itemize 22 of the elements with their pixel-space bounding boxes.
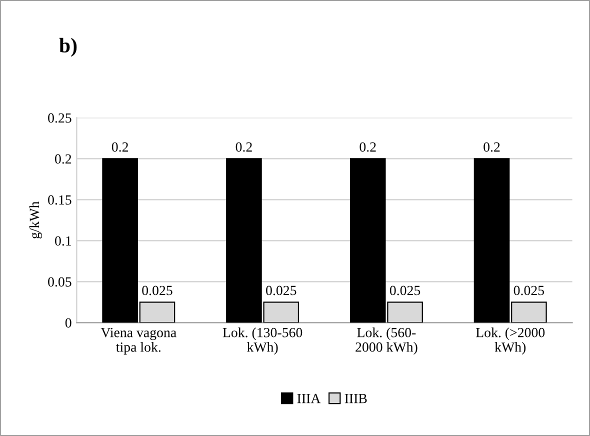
x-tick-label: Lok. (130-560 kWh) xyxy=(222,328,302,355)
x-tick-label: Viena vagona tipa lok. xyxy=(100,328,176,355)
legend-label: IIIA xyxy=(297,394,321,404)
data-label: 0.025 xyxy=(142,286,172,296)
data-label: 0.025 xyxy=(390,286,420,296)
data-label: 0.2 xyxy=(360,142,376,152)
data-label: 0.025 xyxy=(266,286,296,296)
y-tick-label: 0.1 xyxy=(55,236,72,246)
data-label: 0.025 xyxy=(514,286,544,296)
chart-title: b) xyxy=(59,38,77,57)
data-label: 0.2 xyxy=(484,142,500,152)
y-tick-label: 0.25 xyxy=(48,113,72,123)
data-label: 0.2 xyxy=(236,142,252,152)
x-tick-label: Lok. (560- 2000 kWh) xyxy=(356,328,418,355)
x-tick-label: Lok. (>2000 kWh) xyxy=(476,328,545,355)
y-tick-label: 0.2 xyxy=(55,154,72,164)
y-tick-label: 0.05 xyxy=(48,277,72,287)
y-tick-label: 0 xyxy=(65,318,72,328)
legend-label: IIIB xyxy=(344,394,367,404)
data-label: 0.2 xyxy=(112,142,128,152)
y-axis-title: g/kWh xyxy=(29,201,42,238)
y-tick-label: 0.15 xyxy=(48,195,72,205)
